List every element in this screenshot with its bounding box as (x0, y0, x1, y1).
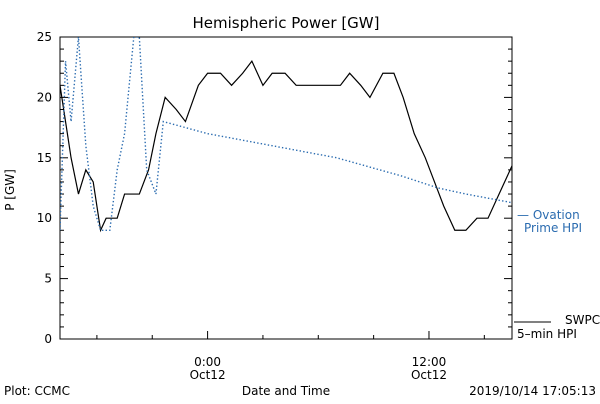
x-axis-label: Date and Time (242, 384, 330, 398)
y-tick-label: 10 (37, 211, 52, 225)
y-axis: 0 5 10 15 20 25 (37, 30, 512, 346)
y-tick-label: 20 (37, 90, 52, 104)
swpc-series-line (60, 60, 512, 233)
y-tick-label: 5 (44, 272, 52, 286)
legend-swpc-line2: 5–min HPI (517, 327, 577, 341)
legend-ovation-line2: Prime HPI (524, 221, 582, 235)
y-tick-label: 25 (37, 30, 52, 44)
x-axis: 0:00Oct1212:00Oct120:00Oct1312:00Oct130:… (96, 331, 485, 382)
chart-title: Hemispheric Power [GW] (193, 14, 380, 32)
y-axis-label: P [GW] (3, 169, 17, 211)
legend-ovation-line1: — Ovation (517, 208, 580, 222)
x-tick-date-label: Oct12 (411, 368, 447, 382)
y-tick-label: 15 (37, 151, 52, 165)
legend-swpc-line1: SWPC (565, 313, 600, 327)
footer-left-text: Plot: CCMC (4, 384, 70, 398)
y-tick-label: 0 (44, 332, 52, 346)
x-tick-date-label: Oct12 (190, 368, 226, 382)
ovation-series-line (60, 37, 512, 231)
series-group (60, 37, 512, 233)
x-tick-time-label: 12:00 (412, 355, 447, 369)
plot-frame (59, 36, 513, 340)
footer-right-text: 2019/10/14 17:05:13 (469, 384, 596, 398)
x-tick-time-label: 0:00 (194, 355, 221, 369)
